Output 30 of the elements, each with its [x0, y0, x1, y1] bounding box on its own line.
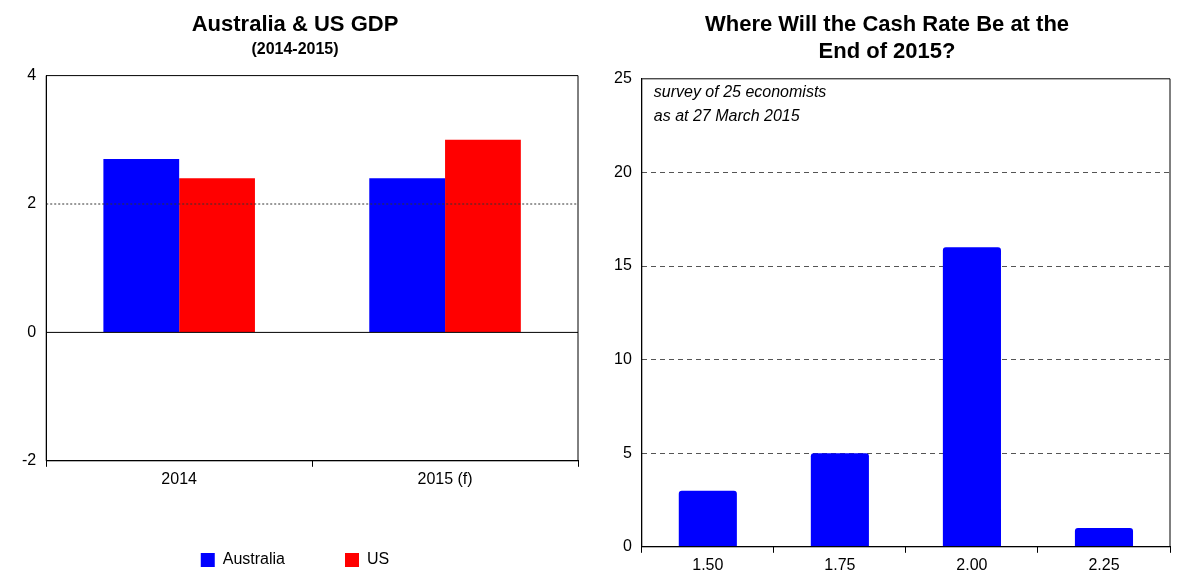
bar: [678, 490, 737, 547]
chart-subtitle: (2014-2015): [251, 40, 339, 58]
chart-title: Where Will the Cash Rate Be at the End of 2015?: [704, 11, 1070, 63]
y-tick-label: 0: [622, 537, 632, 555]
y-tick-label: 15: [614, 256, 632, 274]
y-tick-label: 2: [27, 194, 37, 212]
y-tick-label: 0: [27, 322, 37, 340]
x-tick-label: 2014: [161, 469, 198, 487]
bar: [810, 453, 869, 547]
bar: [369, 178, 446, 332]
bar: [942, 247, 1001, 547]
chart-title: Australia & US GDP: [191, 11, 399, 37]
bar: [445, 139, 521, 332]
y-tick-label: 20: [614, 162, 632, 180]
bar: [103, 159, 180, 332]
x-tick-label: 1.50: [692, 555, 724, 573]
x-tick-label: 2015 (f): [417, 469, 473, 487]
x-tick-label: 2.00: [956, 555, 988, 573]
x-tick-label: 2.25: [1088, 555, 1120, 573]
legend-label: US: [367, 550, 390, 568]
y-tick-label: 4: [27, 66, 37, 84]
bar: [1074, 528, 1134, 547]
legend-label: Australia: [222, 550, 286, 568]
y-tick-label: 10: [614, 350, 632, 368]
y-tick-label: -2: [21, 451, 37, 469]
annotation: survey of 25 economists as at 27 March 2015: [653, 83, 827, 125]
y-tick-label: 5: [622, 443, 632, 461]
x-tick-label: 1.75: [824, 555, 856, 573]
bar: [179, 178, 255, 332]
y-tick-label: 25: [614, 69, 632, 87]
